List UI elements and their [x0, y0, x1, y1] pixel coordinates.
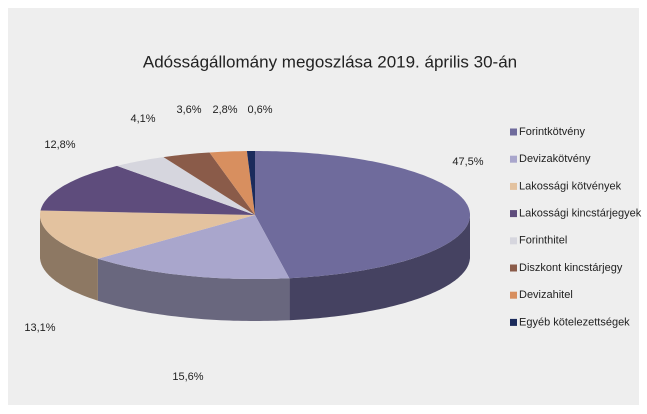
slice-side: [40, 215, 98, 301]
slice: [255, 151, 470, 279]
slice-side: [97, 258, 290, 321]
slice: [117, 157, 255, 215]
legend-label: Lakossági kincstárjegyek: [519, 208, 642, 220]
data-label: 15,6%: [172, 371, 203, 383]
slice: [209, 151, 255, 215]
legend-label: Forinthitel: [519, 235, 567, 247]
legend-label: Diszkont kincstárjegy: [519, 262, 623, 274]
legend-swatch: [510, 264, 517, 272]
legend-swatch: [510, 210, 517, 218]
slice: [163, 152, 255, 215]
legend-swatch: [510, 291, 517, 299]
legend-label: Egyéb kötelezettségek: [519, 316, 630, 328]
data-label: 13,1%: [24, 322, 55, 334]
data-label: 0,6%: [247, 104, 272, 116]
slice-side: [289, 215, 470, 321]
slice: [40, 165, 255, 215]
data-label: 12,8%: [44, 139, 75, 151]
slice: [97, 215, 290, 279]
legend-swatch: [510, 318, 517, 326]
data-label: 4,1%: [130, 113, 155, 125]
data-label: 2,8%: [212, 104, 237, 116]
slice: [246, 151, 255, 215]
legend-label: Devizahitel: [519, 289, 573, 301]
data-label: 3,6%: [176, 104, 201, 116]
legend-label: Forintkötvény: [519, 126, 586, 138]
chart-title: Adósságállomány megoszlása 2019. április…: [143, 52, 517, 71]
legend-label: Devizakötvény: [519, 153, 591, 165]
slice: [40, 210, 255, 259]
legend-swatch: [510, 155, 517, 163]
legend-swatch: [510, 237, 517, 245]
data-label: 47,5%: [452, 156, 483, 168]
legend-label: Lakossági kötvények: [519, 180, 622, 192]
legend-swatch: [510, 128, 517, 136]
legend-swatch: [510, 182, 517, 190]
